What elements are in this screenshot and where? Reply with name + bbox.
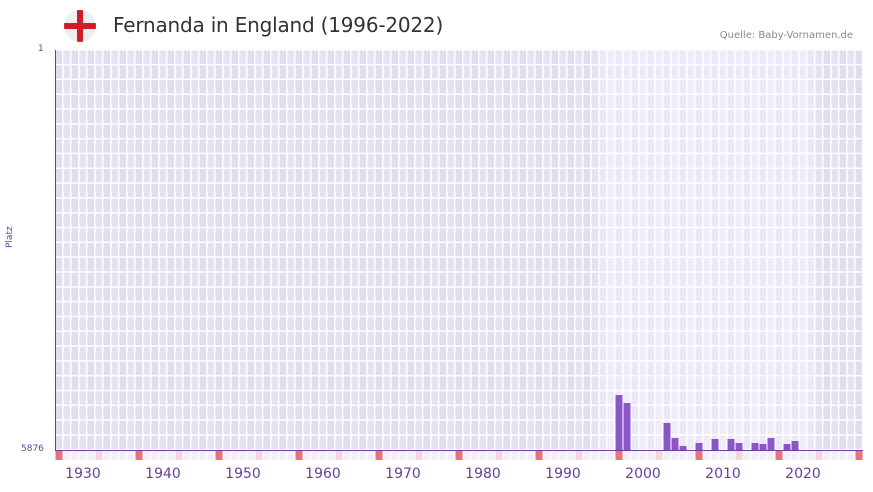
bar-2016 [759, 444, 767, 450]
x-tick-2010: 2010 [705, 466, 741, 482]
bar-2019 [783, 444, 791, 450]
y-axis-title: Platz [5, 226, 15, 248]
x-tick-1980: 1980 [465, 466, 501, 482]
x-tick-1960: 1960 [305, 466, 341, 482]
x-tick-1970: 1970 [385, 466, 421, 482]
x-tick-2000: 2000 [625, 466, 661, 482]
x-tick-1990: 1990 [545, 466, 581, 482]
y-tick-bottom: 5876 [21, 444, 44, 454]
bar-2006 [679, 445, 687, 450]
bar-2020 [791, 441, 799, 450]
bar-2012 [727, 438, 735, 450]
y-axis [55, 50, 56, 451]
x-axis-labels: 1930 1940 1950 1960 1970 1980 1990 2000 2010 2020 [0, 466, 873, 486]
x-tick-1950: 1950 [225, 466, 261, 482]
bar-1998 [615, 395, 623, 450]
x-tick-1940: 1940 [145, 466, 181, 482]
england-flag-icon [64, 10, 96, 42]
bar-2004 [663, 423, 671, 450]
bar-2017 [767, 438, 775, 450]
y-tick-top: 1 [38, 44, 44, 54]
bar-2015 [751, 442, 759, 450]
x-tick-1930: 1930 [65, 466, 101, 482]
plot-area [55, 50, 862, 450]
bar-2013 [735, 442, 743, 450]
bar-1999 [623, 403, 631, 450]
bar-2010 [711, 438, 719, 450]
x-tick-2020: 2020 [785, 466, 821, 482]
year-markers [55, 451, 863, 460]
chart-title: Fernanda in England (1996-2022) [113, 13, 444, 37]
bar-2008 [695, 442, 703, 450]
x-axis [55, 450, 863, 451]
source-link[interactable]: Quelle: Baby-Vornamen.de [719, 30, 853, 41]
bar-2005 [671, 438, 679, 450]
